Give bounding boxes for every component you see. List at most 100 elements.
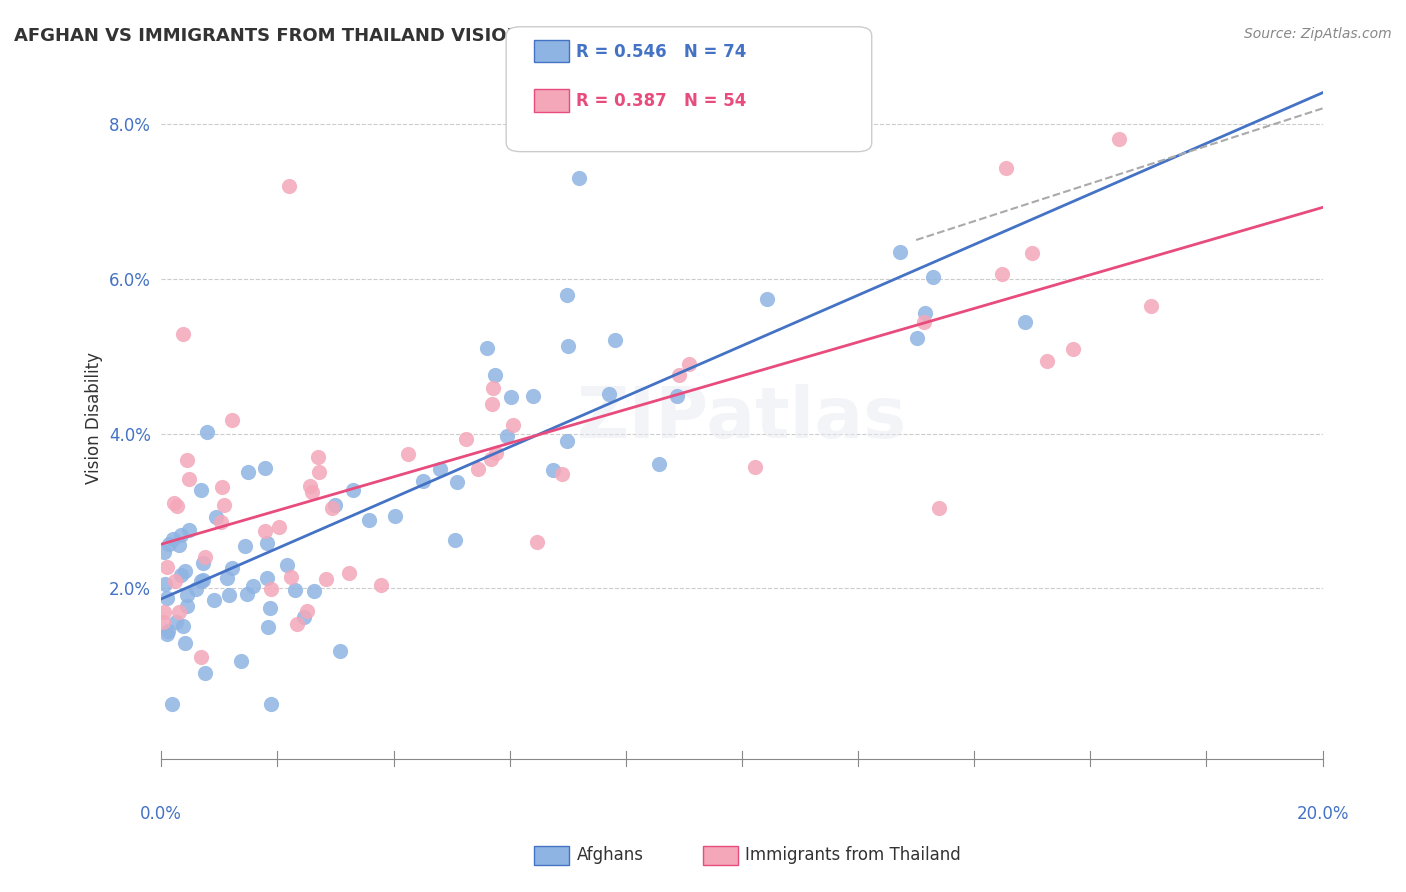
- Point: [167, 539, 190, 553]
- Point: [254, 460, 277, 475]
- Point: [242, 579, 264, 593]
- Point: [481, 397, 503, 411]
- Point: [755, 292, 778, 306]
- Point: [254, 524, 277, 538]
- Point: [914, 306, 936, 320]
- Point: [499, 390, 522, 404]
- Point: [257, 620, 280, 634]
- Point: [502, 418, 524, 433]
- Point: [190, 650, 212, 665]
- Point: [555, 434, 578, 448]
- Point: [152, 615, 174, 629]
- Point: [568, 171, 591, 186]
- Point: [152, 545, 174, 559]
- Point: [370, 578, 392, 592]
- Point: [167, 605, 190, 619]
- Point: [156, 560, 179, 574]
- Point: [156, 591, 179, 605]
- Point: [484, 368, 506, 382]
- Point: [157, 624, 180, 638]
- Point: [342, 483, 364, 498]
- Point: [173, 565, 195, 579]
- Point: [321, 500, 343, 515]
- Point: [259, 600, 281, 615]
- Point: [921, 269, 943, 284]
- Point: [555, 288, 578, 302]
- Point: [176, 599, 198, 614]
- Point: [157, 537, 180, 551]
- Point: [678, 357, 700, 371]
- Point: [162, 532, 184, 546]
- Point: [620, 131, 643, 145]
- Point: [280, 570, 302, 584]
- Point: [551, 467, 574, 481]
- Point: [202, 592, 225, 607]
- Point: [1062, 342, 1084, 356]
- Point: [176, 588, 198, 602]
- Point: [260, 698, 283, 712]
- Point: [928, 500, 950, 515]
- Point: [218, 588, 240, 602]
- Point: [235, 586, 257, 600]
- Point: [278, 178, 301, 193]
- Point: [292, 610, 315, 624]
- Point: [170, 568, 193, 582]
- Point: [160, 698, 183, 712]
- Point: [193, 573, 215, 587]
- Point: [276, 558, 298, 572]
- Point: [526, 535, 548, 549]
- Point: [482, 381, 505, 395]
- Point: [1108, 132, 1130, 146]
- Point: [1036, 354, 1059, 368]
- Point: [236, 465, 259, 479]
- Point: [308, 465, 330, 479]
- Point: [193, 557, 215, 571]
- Point: [307, 450, 329, 464]
- Point: [285, 616, 308, 631]
- Point: [384, 508, 406, 523]
- Point: [172, 618, 194, 632]
- Point: [166, 499, 188, 513]
- Point: [221, 561, 243, 575]
- Point: [295, 604, 318, 618]
- Text: ZIPatlas: ZIPatlas: [576, 384, 907, 452]
- Point: [446, 475, 468, 490]
- Point: [337, 566, 360, 580]
- Point: [155, 576, 177, 591]
- Point: [260, 582, 283, 596]
- Point: [889, 245, 911, 260]
- Point: [267, 520, 290, 534]
- Point: [475, 341, 498, 355]
- Point: [209, 515, 232, 529]
- Point: [495, 429, 517, 443]
- Point: [443, 533, 465, 547]
- Point: [429, 461, 451, 475]
- Point: [190, 483, 212, 497]
- Point: [176, 452, 198, 467]
- Text: R = 0.546   N = 74: R = 0.546 N = 74: [576, 43, 747, 61]
- Point: [301, 485, 323, 500]
- Text: Immigrants from Thailand: Immigrants from Thailand: [745, 847, 960, 864]
- Point: [302, 583, 325, 598]
- Point: [204, 509, 226, 524]
- Text: 20.0%: 20.0%: [1296, 805, 1348, 823]
- Point: [323, 498, 346, 512]
- Point: [194, 665, 217, 680]
- Point: [744, 459, 766, 474]
- Point: [170, 528, 193, 542]
- Point: [485, 446, 508, 460]
- Point: [165, 574, 187, 588]
- Text: Afghans: Afghans: [576, 847, 644, 864]
- Point: [152, 605, 174, 619]
- Text: AFGHAN VS IMMIGRANTS FROM THAILAND VISION DISABILITY CORRELATION CHART: AFGHAN VS IMMIGRANTS FROM THAILAND VISIO…: [14, 27, 862, 45]
- Point: [299, 479, 322, 493]
- Point: [172, 326, 194, 341]
- Point: [190, 574, 212, 589]
- Point: [221, 413, 243, 427]
- Point: [995, 161, 1018, 175]
- Point: [256, 571, 278, 585]
- Point: [165, 615, 187, 629]
- Y-axis label: Vision Disability: Vision Disability: [86, 352, 103, 484]
- Point: [454, 432, 477, 446]
- Point: [184, 582, 207, 596]
